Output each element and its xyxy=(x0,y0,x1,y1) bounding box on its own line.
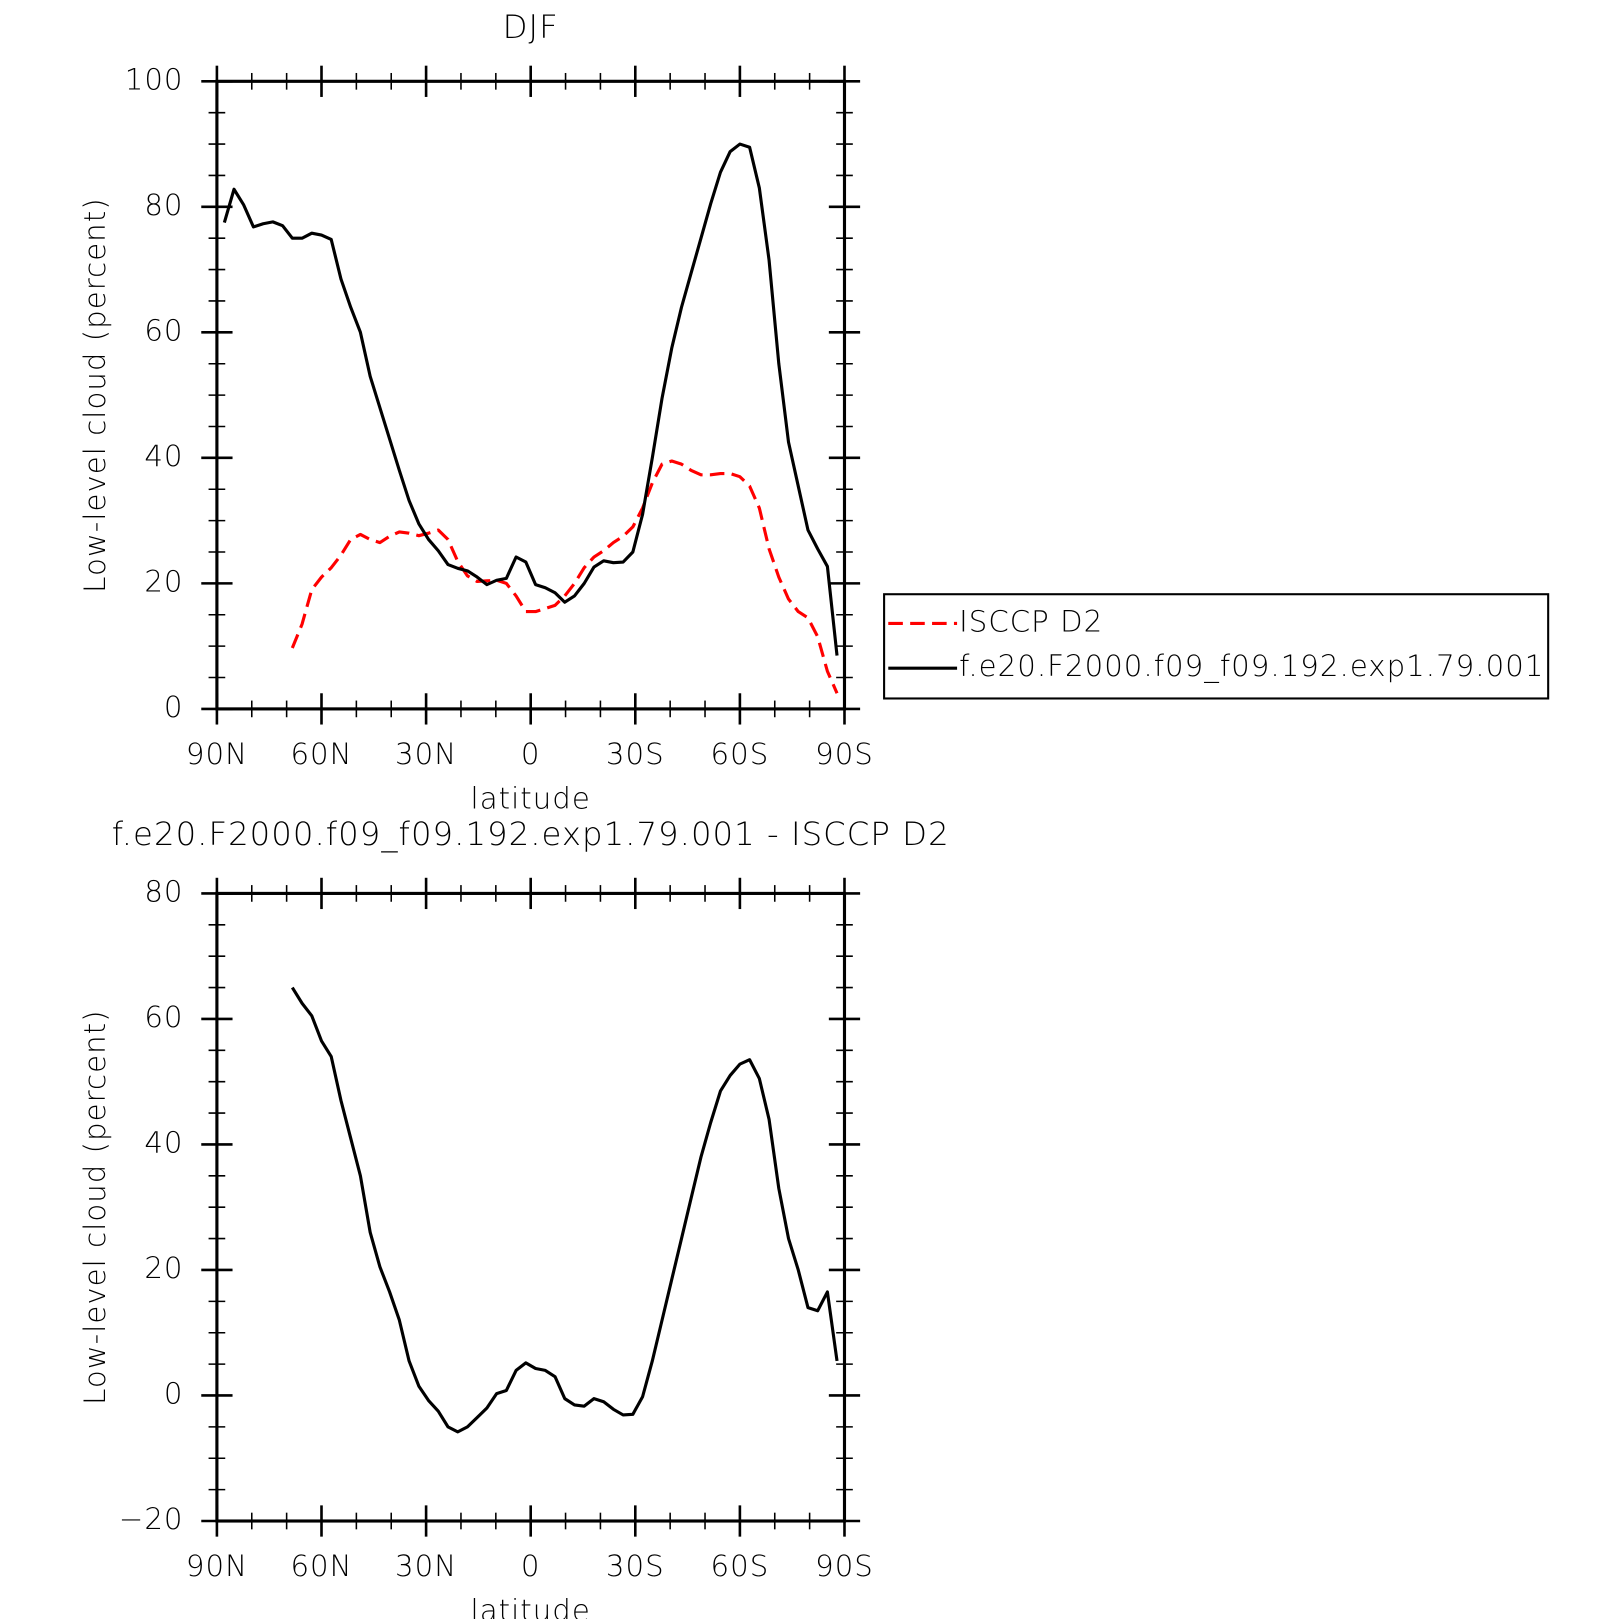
y-tick-label: −20 xyxy=(119,1502,184,1536)
y-tick-label: 0 xyxy=(164,690,184,724)
y-tick-label: 40 xyxy=(144,439,183,473)
x-tick-label: 0 xyxy=(521,1549,541,1583)
data-line xyxy=(222,142,839,656)
y-tick-label: 60 xyxy=(144,1000,183,1034)
x-tick-label: 0 xyxy=(521,737,541,771)
data-line xyxy=(290,986,839,1434)
x-tick-label: 60S xyxy=(711,1549,770,1583)
plot-frame xyxy=(215,79,847,711)
chart-title: f.e20.F2000.f09_f09.192.exp1.79.001 - IS… xyxy=(112,815,950,853)
chart-title: DJF xyxy=(503,8,559,46)
x-tick-label: 60N xyxy=(290,737,352,771)
y-tick-label: 80 xyxy=(144,874,183,908)
x-axis-label: latitude xyxy=(471,1594,591,1619)
y-tick-label: 100 xyxy=(125,62,184,96)
y-tick-label: 80 xyxy=(144,188,183,222)
y-tick-label: 60 xyxy=(144,313,183,347)
x-tick-label: 60N xyxy=(290,1549,352,1583)
x-tick-label: 30N xyxy=(395,737,457,771)
y-tick-label: 20 xyxy=(144,564,183,598)
y-tick-label: 40 xyxy=(144,1125,183,1159)
legend-box xyxy=(883,593,1550,700)
legend-label: f.e20.F2000.f09_f09.192.exp1.79.001 xyxy=(959,649,1544,684)
y-axis-label: Low-level cloud (percent) xyxy=(78,1009,112,1404)
x-tick-label: 30N xyxy=(395,1549,457,1583)
y-tick-label: 20 xyxy=(144,1251,183,1285)
x-tick-label: 90N xyxy=(186,1549,248,1583)
y-tick-label: 0 xyxy=(164,1376,184,1410)
x-tick-label: 30S xyxy=(606,737,665,771)
x-tick-label: 90S xyxy=(815,1549,874,1583)
data-line xyxy=(290,459,839,694)
x-tick-label: 30S xyxy=(606,1549,665,1583)
x-tick-label: 90N xyxy=(186,737,248,771)
legend-label: ISCCP D2 xyxy=(959,604,1103,638)
x-axis-label: latitude xyxy=(471,782,591,816)
y-axis-label: Low-level cloud (percent) xyxy=(78,197,112,592)
x-tick-label: 90S xyxy=(815,737,874,771)
x-tick-label: 60S xyxy=(711,737,770,771)
plot-frame xyxy=(215,891,847,1523)
